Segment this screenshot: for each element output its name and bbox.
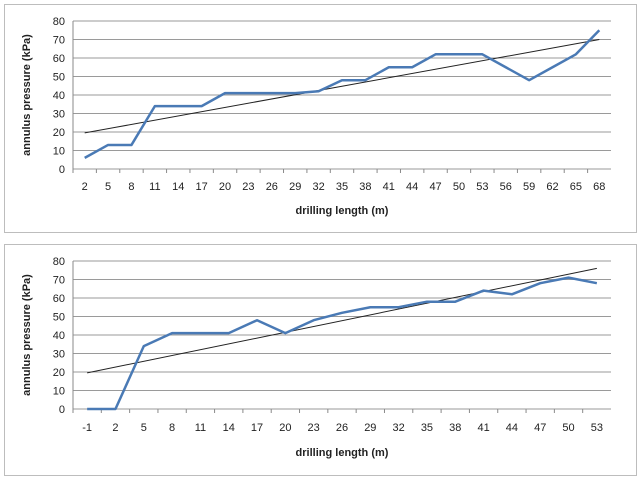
x-tick-label: 50: [562, 422, 574, 434]
x-tick-label: 23: [242, 181, 254, 193]
y-tick-label: 10: [53, 146, 65, 158]
x-tick-label: 5: [141, 422, 147, 434]
x-tick-label: 11: [195, 422, 206, 434]
y-tick-label: 80: [53, 256, 65, 268]
x-tick-label: 50: [453, 181, 465, 193]
y-tick-label: 40: [53, 330, 65, 342]
x-tick-label: 56: [500, 181, 512, 193]
x-tick-label: 20: [279, 422, 291, 434]
x-tick-label: 11: [149, 181, 160, 193]
y-axis-title: annulus pressure (kPa): [21, 34, 33, 156]
trendline: [84, 39, 600, 134]
x-tick-label: 38: [359, 181, 371, 193]
x-tick-label: 32: [393, 422, 405, 434]
x-tick-label: 65: [570, 181, 582, 193]
y-axis-title: annulus pressure (kPa): [21, 274, 33, 396]
y-tick-label: 50: [53, 312, 65, 324]
x-axis-title: drilling length (m): [296, 205, 389, 217]
x-tick-label: 41: [477, 422, 489, 434]
chart-panel-top: 0 10 20 30 40 50 60 70 80 2 5 8 11 14 17 20 23 26 29 32 35 38…: [4, 4, 637, 233]
y-tick-label: 80: [53, 16, 65, 28]
y-tick-label: 60: [53, 293, 65, 305]
x-tick-label: 44: [406, 181, 418, 193]
x-tick-label: 44: [506, 422, 518, 434]
y-tick-label: 30: [53, 349, 65, 361]
y-tick-label: 0: [59, 404, 65, 416]
x-tick-label: 68: [593, 181, 605, 193]
y-tick-label: 20: [53, 127, 65, 139]
x-tick-label: 5: [105, 181, 111, 193]
y-tick-label: 0: [59, 164, 65, 176]
trendline: [87, 267, 597, 374]
y-tick-label: 40: [53, 90, 65, 102]
y-tick-label: 70: [53, 35, 65, 47]
x-tick-label: 2: [112, 422, 118, 434]
chart-bottom: 0 10 20 30 40 50 60 70 80 -1 2 5 8 11 14 17 20 23 26 29 32 35…: [21, 256, 611, 459]
series-line: [87, 276, 598, 411]
y-tick-label: 30: [53, 109, 65, 121]
x-tick-label: 47: [429, 181, 441, 193]
chart-top: 0 10 20 30 40 50 60 70 80 2 5 8 11 14 17 20 23 26 29 32 35 38…: [21, 16, 611, 217]
x-tick-label: -1: [82, 422, 92, 434]
x-tick-label: 47: [534, 422, 546, 434]
x-tick-label: 53: [476, 181, 488, 193]
x-tick-label: 29: [364, 422, 376, 434]
y-tick-label: 50: [53, 72, 65, 84]
x-tick-label: 35: [336, 181, 348, 193]
x-tick-label: 2: [82, 181, 88, 193]
x-tick-label: 8: [128, 181, 134, 193]
x-tick-label: 14: [223, 422, 235, 434]
chart-panel-bottom: 0 10 20 30 40 50 60 70 80 -1 2 5 8 11 14 17 20 23 26 29 32 35…: [4, 244, 637, 476]
y-tick-label: 10: [53, 386, 65, 398]
x-tick-label: 62: [546, 181, 558, 193]
x-tick-label: 29: [289, 181, 301, 193]
x-tick-label: 17: [196, 181, 208, 193]
y-tick-label: 60: [53, 53, 65, 65]
y-tick-label: 20: [53, 367, 65, 379]
x-tick-label: 8: [169, 422, 175, 434]
x-tick-label: 23: [308, 422, 320, 434]
x-tick-label: 38: [449, 422, 461, 434]
x-tick-label: 32: [312, 181, 324, 193]
x-tick-label: 59: [523, 181, 535, 193]
y-tick-label: 70: [53, 275, 65, 287]
x-tick-label: 35: [421, 422, 433, 434]
x-tick-label: 26: [336, 422, 348, 434]
x-axis-title: drilling length (m): [296, 447, 389, 459]
x-tick-label: 20: [219, 181, 231, 193]
x-tick-label: 53: [591, 422, 603, 434]
x-tick-label: 26: [266, 181, 278, 193]
x-tick-label: 17: [251, 422, 263, 434]
series-line: [84, 29, 601, 159]
x-tick-label: 41: [383, 181, 395, 193]
x-tick-label: 14: [172, 181, 184, 193]
